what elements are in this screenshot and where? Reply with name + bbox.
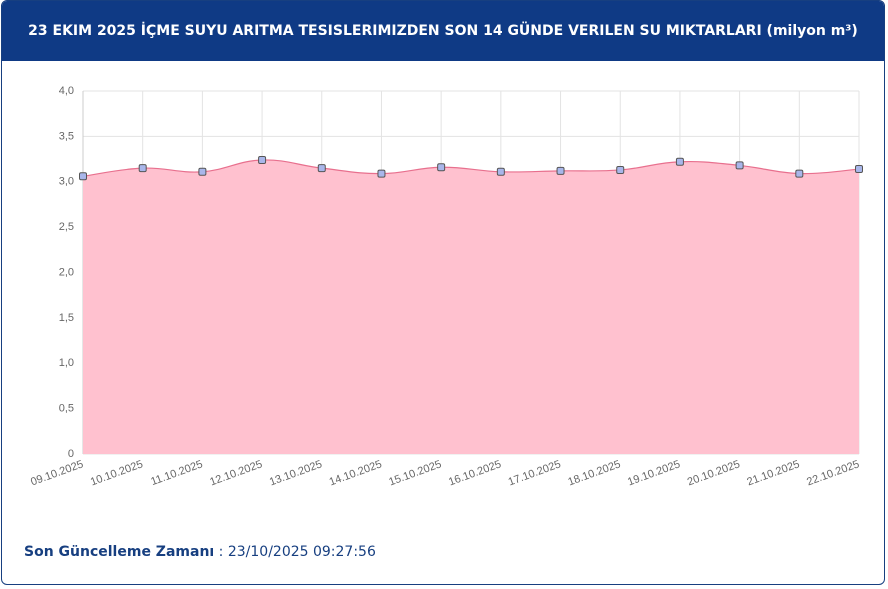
marker	[556, 166, 565, 175]
marker	[496, 167, 505, 176]
footer-value: 23/10/2025 09:27:56	[227, 544, 376, 560]
marker	[616, 165, 625, 174]
y-tick-label: 1,0	[59, 357, 74, 369]
x-tick-label: 10.10.2025	[89, 458, 145, 488]
chart-title: 23 EKIM 2025 İÇME SUYU ARITMA TESISLERIM…	[2, 1, 884, 61]
y-tick-label: 3,5	[59, 130, 74, 142]
x-tick-label: 14.10.2025	[328, 458, 384, 488]
x-tick-label: 13.10.2025	[268, 458, 324, 488]
x-tick-label: 20.10.2025	[686, 458, 742, 488]
y-tick-label: 1,5	[59, 312, 74, 324]
marker	[855, 165, 863, 174]
x-tick-label: 18.10.2025	[566, 458, 622, 488]
marker	[675, 157, 684, 166]
x-tick-label: 12.10.2025	[208, 458, 264, 488]
line	[82, 159, 860, 177]
y-tick-label: 2,0	[59, 266, 74, 278]
marker	[258, 155, 267, 164]
marker	[317, 164, 326, 173]
y-tick-label: 0	[68, 448, 74, 460]
x-tick-label: 11.10.2025	[149, 458, 204, 488]
marker	[735, 161, 744, 170]
y-tick-label: 0,5	[59, 403, 74, 415]
footer-label: Son Güncelleme Zamanı	[24, 544, 215, 560]
footer: Son Güncelleme Zamanı : 23/10/2025 09:27…	[24, 544, 376, 560]
x-tick-label: 17.10.2025	[507, 458, 563, 488]
x-tick-label: 16.10.2025	[447, 458, 503, 488]
x-tick-label: 15.10.2025	[387, 458, 443, 488]
chart: 0 0,5 1,0 1,5 2,0 2,5 3,0 3,5 4,0 09.10.2025 10.10…	[29, 85, 863, 488]
marker	[377, 169, 386, 178]
marker	[138, 164, 147, 173]
x-tick-label: 09.10.2025	[29, 458, 85, 488]
x-tick-label: 21.10.2025	[745, 458, 801, 488]
marker	[795, 169, 804, 178]
y-tick-label: 3,0	[59, 176, 74, 188]
y-tick-label: 2,5	[59, 221, 74, 233]
area	[83, 159, 859, 454]
marker	[198, 167, 207, 176]
x-tick-label: 19.10.2025	[626, 458, 682, 488]
y-tick-label: 4,0	[59, 85, 74, 97]
x-tick-label: 22.10.2025	[805, 458, 861, 488]
marker	[437, 163, 446, 172]
marker	[79, 172, 87, 181]
